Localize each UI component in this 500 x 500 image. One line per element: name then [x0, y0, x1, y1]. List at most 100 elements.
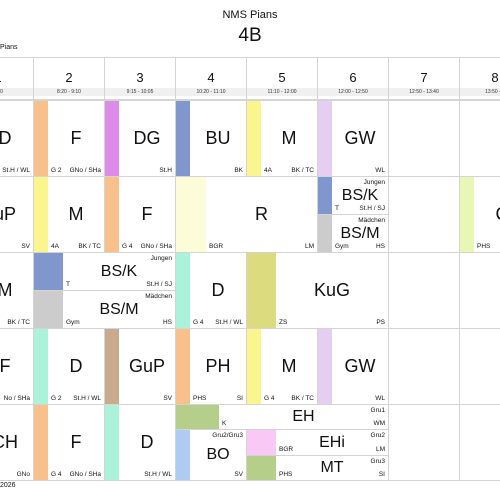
period-time: 9:15 - 10:05	[105, 88, 175, 96]
subject-color	[318, 215, 332, 252]
period-time: 13:50 - 1	[460, 88, 500, 96]
subject: M	[281, 356, 297, 376]
grid-cell	[459, 404, 500, 481]
subject-color	[34, 405, 48, 480]
teacher: St.H / WL	[144, 471, 172, 478]
period-number: 3	[136, 70, 144, 85]
teacher: GNo	[16, 471, 30, 478]
group-room: G 2	[51, 395, 62, 402]
subject: BS/M	[99, 300, 139, 318]
subject-color	[247, 253, 276, 328]
subject-color	[176, 253, 190, 328]
subject-color	[176, 430, 190, 480]
teacher: LM	[304, 243, 314, 250]
lesson: M BK / TC G 4	[246, 328, 318, 405]
subject-color	[247, 329, 261, 404]
lesson: D St.H / WL	[0, 100, 34, 177]
teacher: GNo / SHa	[69, 167, 101, 174]
room-label: Pians	[0, 44, 18, 51]
lesson: BU BK	[175, 100, 247, 177]
period-header: 8 13:50 - 1	[459, 57, 500, 100]
group-room: G 4	[193, 319, 204, 326]
period-header: 1 8:20	[0, 57, 34, 100]
subject-color	[34, 253, 63, 290]
period-number: 4	[207, 70, 215, 85]
lesson-label: Mädchen	[145, 293, 172, 300]
grid-cell	[388, 176, 460, 253]
teacher: HS	[162, 319, 172, 326]
teacher: No / SHa	[3, 395, 30, 402]
lesson: D St.H / WL G 2	[33, 328, 105, 405]
subject: EH	[292, 408, 315, 425]
teacher: SI	[236, 395, 243, 402]
lesson: BS/K Jungen St.H / SJ T	[33, 252, 176, 291]
subject: GW	[344, 356, 376, 376]
group-room: G 4	[122, 243, 133, 250]
grid-cell	[459, 328, 500, 405]
grid-cell	[459, 252, 500, 329]
lesson-label: Jungen	[363, 179, 385, 186]
group-room: Gym	[66, 319, 80, 326]
lesson: PH SI PHS	[175, 328, 247, 405]
lesson: D St.H / WL	[104, 404, 176, 481]
school-name: NMS Pians	[222, 9, 278, 21]
subject: M	[0, 280, 13, 300]
period-header: 6 12:00 - 12:50	[317, 57, 389, 100]
period-time: 12:00 - 12:50	[318, 88, 388, 96]
period-header: 5 11:10 - 12:00	[246, 57, 318, 100]
lesson: MT Gru3 SI PHS	[246, 455, 389, 481]
subject: D	[69, 356, 83, 376]
subject-color	[105, 177, 119, 252]
subject: F	[70, 432, 82, 452]
subject: MT	[320, 459, 344, 476]
group-room: K	[222, 420, 227, 427]
teacher: SV	[21, 243, 30, 250]
lesson: M BK / TC	[0, 252, 34, 329]
subject: M	[281, 128, 297, 148]
subject: GW	[344, 128, 376, 148]
group-room: ZS	[279, 319, 288, 326]
period-time: 10:20 - 11:10	[176, 88, 246, 96]
lesson-label: Gru1	[370, 407, 385, 414]
lesson: R LM BGR	[175, 176, 318, 253]
teacher: St.H / SJ	[359, 205, 385, 212]
subject: R	[255, 204, 268, 224]
subject: F	[0, 356, 11, 376]
period-number: 7	[420, 70, 428, 85]
teacher: BK / TC	[291, 167, 314, 174]
lesson: CH GNo	[0, 404, 34, 481]
group-room: T	[66, 281, 70, 288]
lesson: F No / SHa	[0, 328, 34, 405]
subject: EHi	[319, 433, 345, 451]
grid-cell	[388, 404, 460, 481]
teacher: SV	[163, 395, 172, 402]
lesson-label: Gru3	[370, 458, 385, 465]
teacher: St.H / SJ	[146, 281, 172, 288]
period-header: 3 9:15 - 10:05	[104, 57, 176, 100]
grid-cell	[388, 100, 460, 177]
teacher: SV	[234, 471, 243, 478]
lesson: EHi Gru2 LM BGR	[246, 429, 389, 456]
subject: GuP	[128, 356, 166, 376]
subject-color	[318, 101, 332, 176]
subject-color	[247, 101, 261, 176]
subject-color	[105, 101, 119, 176]
subject-color	[176, 329, 190, 404]
lesson: BS/K Jungen St.H / SJ T	[317, 176, 389, 215]
teacher: St.H / WL	[73, 395, 101, 402]
grid-cell	[459, 100, 500, 177]
period-header: 2 8:20 - 9:10	[33, 57, 105, 100]
lesson: GuP SV	[104, 328, 176, 405]
period-number: 2	[65, 70, 73, 85]
subject: PH	[205, 356, 231, 376]
group-room: 4A	[264, 167, 272, 174]
subject: KuG	[313, 280, 351, 300]
lesson: BS/M Mädchen HS Gym	[33, 290, 176, 329]
period-number: 5	[278, 70, 286, 85]
subject-color	[247, 456, 276, 480]
group-room: BGR	[209, 243, 224, 250]
lesson: DG St.H	[104, 100, 176, 177]
teacher: GNo / SHa	[140, 243, 172, 250]
period-time: 11:10 - 12:00	[247, 88, 317, 96]
lesson: BO Gru2/Gru3 SV	[175, 429, 247, 481]
